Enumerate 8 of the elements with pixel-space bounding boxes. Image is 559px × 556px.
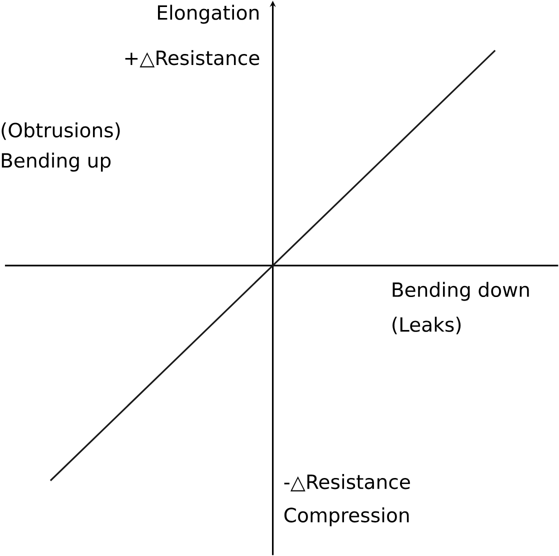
- annotation: Bending up: [2, 152, 111, 172]
- annotation: (Leaks): [392, 316, 461, 334]
- annotation: Bending down: [392, 282, 529, 301]
- text: Elongation: [158, 4, 259, 24]
- annotation: -△Resistance: [284, 474, 410, 492]
- text: Compression: [284, 507, 409, 526]
- annotation: +△Resistance: [125, 50, 260, 68]
- annotation: (Obtrusions): [2, 122, 120, 140]
